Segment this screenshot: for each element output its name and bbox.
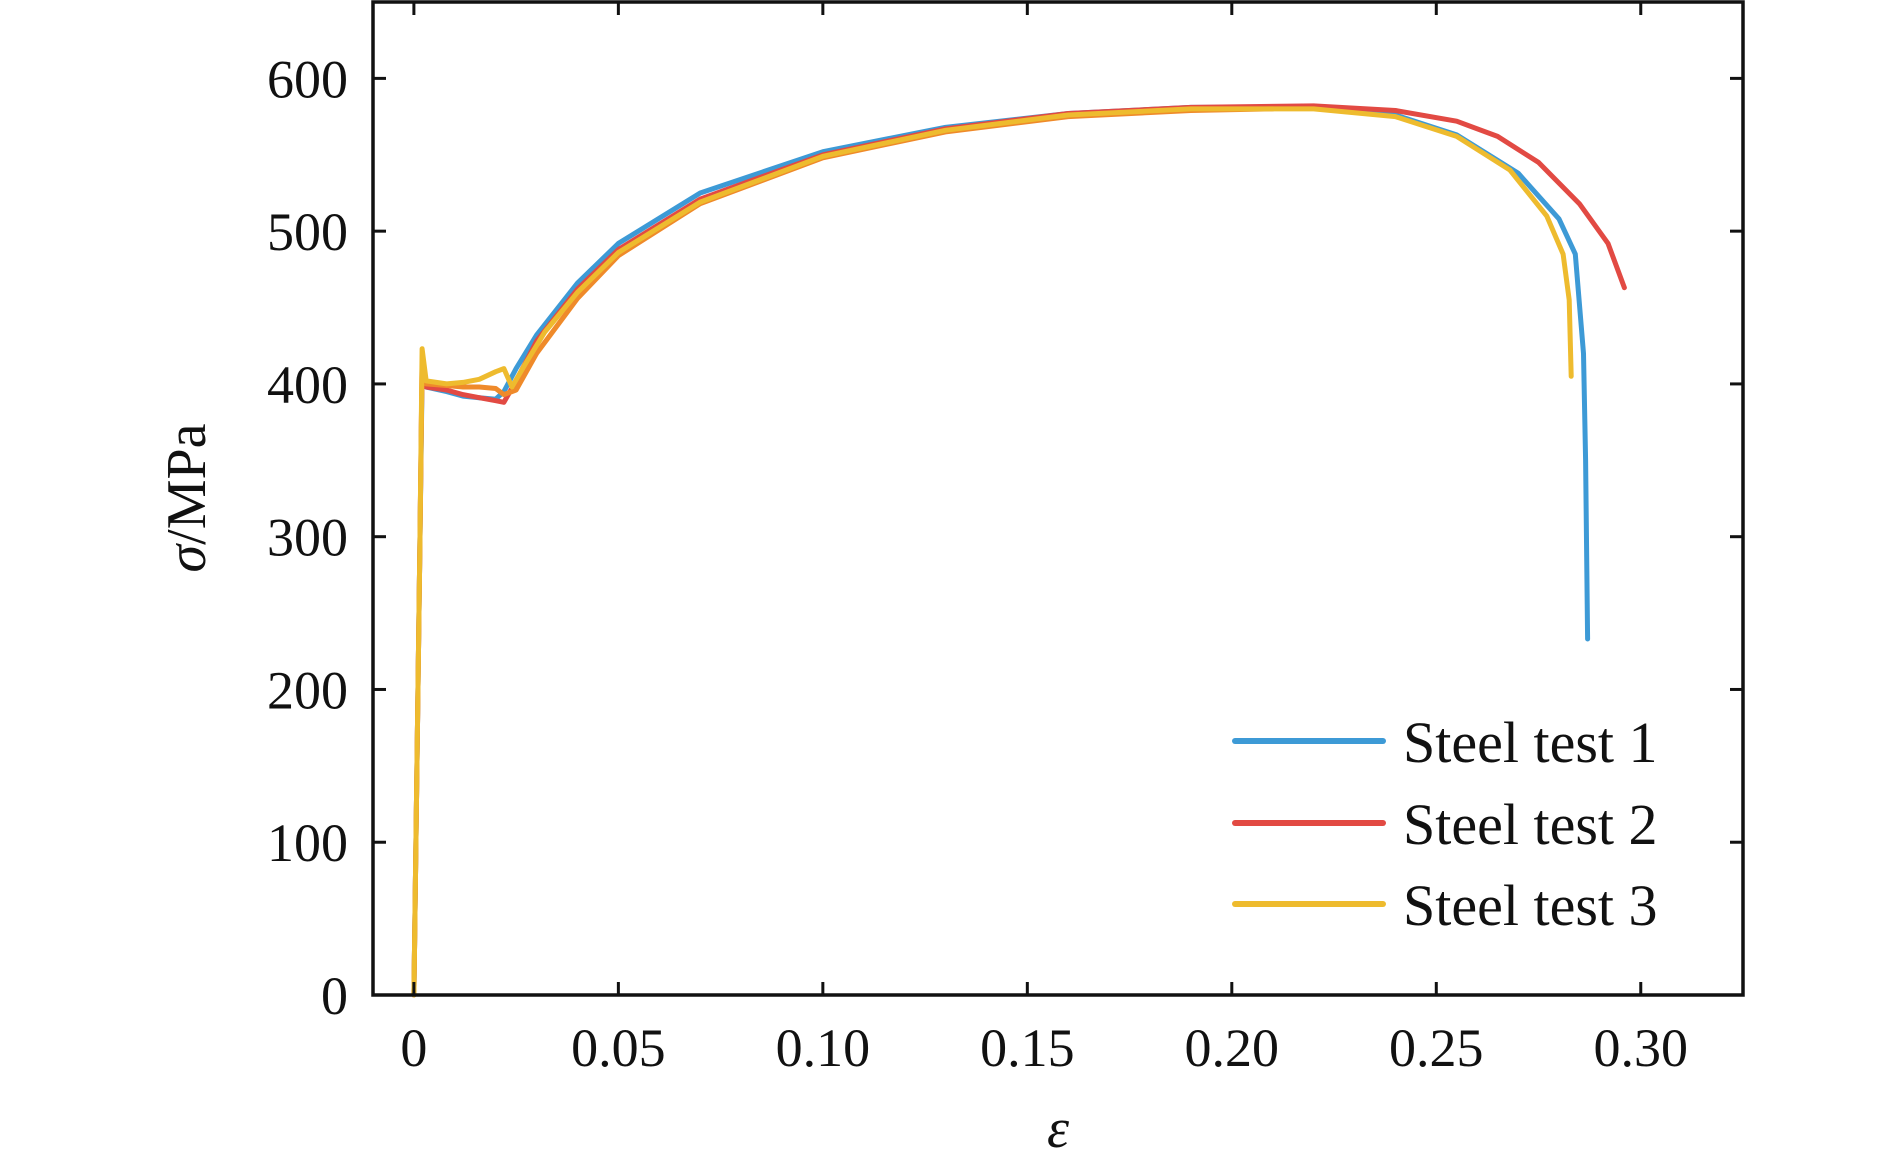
y-tick-label: 400 bbox=[267, 355, 348, 415]
y-tick-label: 600 bbox=[267, 49, 348, 109]
y-tick-label: 300 bbox=[267, 508, 348, 568]
y-tick-label: 100 bbox=[267, 813, 348, 873]
x-tick-label: 0.10 bbox=[776, 1018, 871, 1078]
legend-label-steel-test-1: Steel test 1 bbox=[1403, 710, 1658, 775]
series-line-steel-test-3 bbox=[411, 106, 1574, 998]
y-axis-label-symbol: σ bbox=[156, 542, 218, 572]
legend-label-steel-test-2: Steel test 2 bbox=[1403, 792, 1658, 857]
x-tick-label: 0.30 bbox=[1594, 1018, 1689, 1078]
series-line-unlabeled bbox=[411, 106, 1276, 998]
x-tick-label: 0.25 bbox=[1389, 1018, 1484, 1078]
y-axis-label-unit: /MPa bbox=[156, 423, 218, 544]
series-line-steel-test-1 bbox=[411, 104, 1591, 998]
y-tick-label: 200 bbox=[267, 660, 348, 720]
x-tick-label: 0.05 bbox=[571, 1018, 666, 1078]
x-tick-label: 0.20 bbox=[1185, 1018, 1280, 1078]
x-axis-label: ε bbox=[1047, 1098, 1070, 1160]
ticks-layer bbox=[373, 2, 1743, 997]
legend: Steel test 1 Steel test 2 Steel test 3 bbox=[1232, 710, 1658, 938]
plot-frame bbox=[371, 0, 1745, 997]
tick-labels-layer: 0 0.05 0.10 0.15 0.20 0.25 0.30 0 100 200 300 400 50… bbox=[267, 49, 1688, 1078]
y-tick-label: 500 bbox=[267, 202, 348, 262]
legend-label-steel-test-3: Steel test 3 bbox=[1403, 873, 1658, 938]
y-tick-label: 0 bbox=[321, 966, 348, 1026]
series-layer bbox=[411, 103, 1627, 998]
x-tick-label: 0.15 bbox=[980, 1018, 1075, 1078]
x-tick-label: 0 bbox=[400, 1018, 427, 1078]
y-axis-label: σ/MPa bbox=[156, 423, 218, 572]
series-line-steel-test-2 bbox=[411, 103, 1627, 998]
